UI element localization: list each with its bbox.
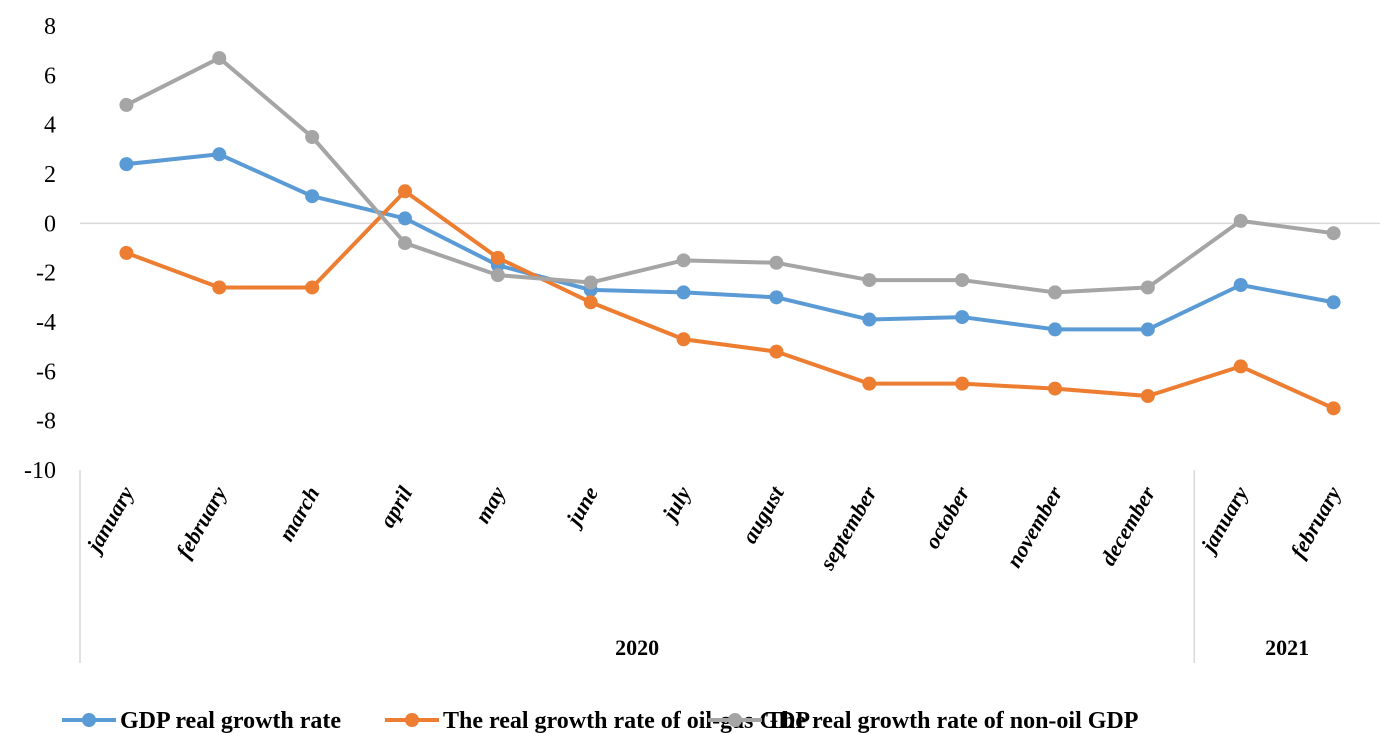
x-tick-label: september (814, 482, 882, 575)
data-point (490, 250, 505, 265)
data-point (398, 184, 412, 199)
data-point (1140, 322, 1155, 337)
data-point (583, 295, 598, 310)
series-2 (119, 184, 1341, 416)
data-point (119, 97, 134, 112)
y-axis: 8 6 4 2 0 -2 -4 -6 -8 -10 (24, 14, 56, 484)
data-point (1233, 213, 1248, 228)
data-point (305, 189, 320, 204)
legend: GDP real growth rate The real growth rate… (62, 708, 1138, 733)
x-tick-label: january (80, 482, 139, 559)
data-point (769, 255, 784, 270)
data-point (398, 236, 412, 251)
data-point (398, 211, 412, 226)
data-point (955, 273, 970, 288)
x-tick-label: january (1194, 482, 1253, 559)
series-line (124, 56, 1336, 295)
data-point (1326, 295, 1341, 310)
y-tick-label: -6 (36, 359, 56, 385)
data-point (676, 253, 691, 268)
legend-marker (82, 713, 96, 727)
data-point (676, 332, 691, 347)
data-point (583, 275, 598, 290)
x-tick-label: february (1285, 482, 1346, 562)
data-point (769, 290, 784, 305)
legend-item: The real growth rate of non-oil GDP (708, 708, 1138, 733)
data-point (212, 280, 227, 295)
series-line (124, 189, 1336, 411)
x-axis: 2020 2021 january february march april may june… (79, 470, 1346, 663)
y-tick-label: 2 (44, 162, 56, 188)
x-tick-label: june (560, 482, 603, 532)
x-tick-label: april (374, 481, 417, 531)
x-tick-label: july (656, 482, 696, 527)
data-point (862, 312, 877, 327)
legend-label: GDP real growth rate (120, 708, 341, 733)
data-point (212, 51, 227, 66)
legend-label: The real growth rate of non-oil GDP (766, 708, 1138, 733)
data-point (119, 157, 134, 172)
data-point (676, 285, 691, 300)
y-tick-label: -8 (36, 409, 56, 435)
data-point (955, 310, 970, 325)
y-tick-label: 6 (44, 63, 56, 89)
x-tick-label: october (919, 482, 974, 553)
data-point (1048, 322, 1062, 337)
data-point (1048, 285, 1062, 300)
data-point (862, 273, 877, 288)
series-line (124, 152, 1336, 332)
data-point (862, 376, 877, 391)
x-tick-label: march (273, 482, 324, 545)
y-tick-label: 4 (44, 113, 56, 139)
year-group-label: 2020 (615, 635, 659, 660)
data-point (1233, 278, 1248, 292)
series-1 (119, 147, 1341, 337)
x-tick-label: august (737, 481, 790, 547)
y-tick-label: 8 (44, 14, 56, 40)
data-point (1233, 359, 1248, 374)
series-3 (119, 51, 1341, 300)
x-tick-label: february (171, 482, 232, 562)
series-layer (119, 51, 1341, 416)
legend-marker (728, 713, 742, 727)
data-point (212, 147, 227, 162)
year-group-label: 2021 (1265, 635, 1309, 660)
data-point (1326, 226, 1341, 241)
data-point (490, 268, 505, 283)
y-tick-label: -2 (36, 261, 56, 287)
data-point (1140, 389, 1155, 403)
y-tick-label: -10 (24, 458, 56, 484)
y-tick-label: -4 (36, 310, 56, 336)
legend-item: GDP real growth rate (62, 708, 341, 733)
x-tick-label: december (1095, 482, 1160, 570)
data-point (305, 130, 320, 144)
data-point (1140, 280, 1155, 295)
x-tick-label: may (470, 482, 511, 528)
data-point (305, 280, 320, 295)
data-point (955, 376, 970, 391)
data-point (1326, 401, 1341, 416)
x-tick-label: november (1001, 482, 1067, 572)
y-tick-label: 0 (44, 211, 56, 237)
data-point (1048, 381, 1062, 396)
legend-marker (405, 713, 419, 727)
data-point (769, 344, 784, 359)
data-point (119, 245, 134, 260)
